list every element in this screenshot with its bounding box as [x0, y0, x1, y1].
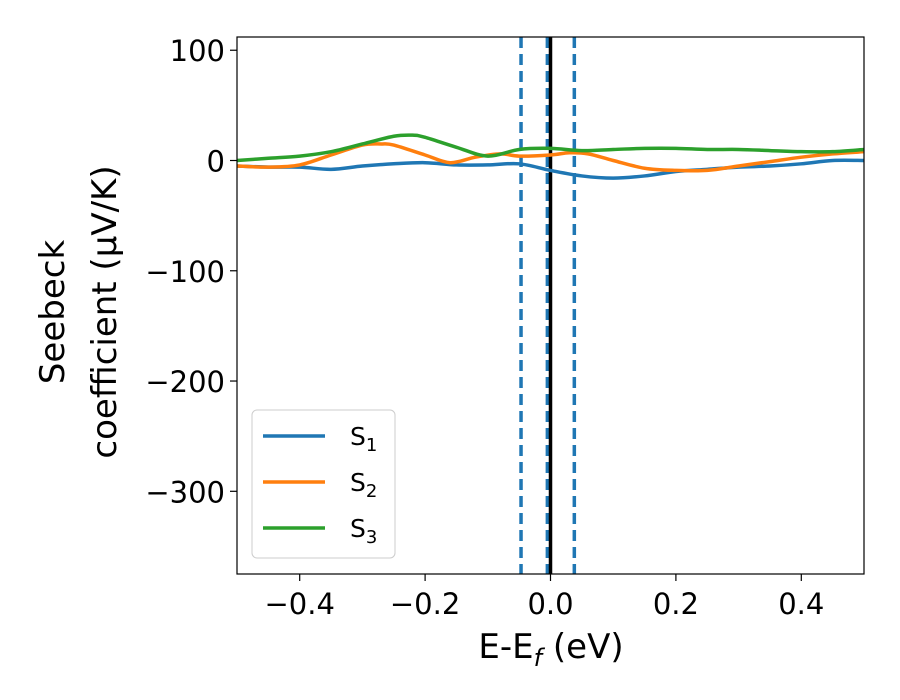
y-axis-label-line1: Seebeck [33, 240, 73, 385]
legend: S1 S2 S3 [251, 409, 396, 559]
x-tick-label: 0.4 [778, 587, 824, 621]
series-line-s3 [237, 133, 864, 163]
series-lines [237, 133, 864, 180]
x-tick-label: 0.0 [527, 587, 573, 621]
y-tick-label: 100 [170, 34, 225, 68]
series-line-s1 [237, 158, 864, 180]
legend-label-s2: S2 [350, 468, 377, 502]
y-axis-label: Seebeck coefficient (μV/K) [33, 165, 125, 458]
x-axis: −0.4 −0.2 0.0 0.2 0.4 [264, 574, 824, 621]
x-tick-label: −0.2 [390, 587, 460, 621]
y-tick-label: 0 [207, 144, 225, 178]
legend-label-s1: S1 [350, 422, 377, 456]
y-tick-label: −300 [145, 475, 225, 509]
y-tick-label: −100 [145, 255, 225, 289]
x-tick-label: −0.4 [264, 587, 334, 621]
y-tick-label: −200 [145, 365, 225, 399]
x-axis-label: E-Ef (eV) [478, 627, 623, 672]
reference-lines [519, 37, 577, 574]
legend-label-s3: S3 [350, 514, 377, 548]
x-tick-label: 0.2 [653, 587, 699, 621]
legend-box [251, 409, 396, 559]
y-axis-label-line2: coefficient (μV/K) [85, 165, 125, 458]
y-axis: 100 0 −100 −200 −300 [145, 34, 237, 509]
